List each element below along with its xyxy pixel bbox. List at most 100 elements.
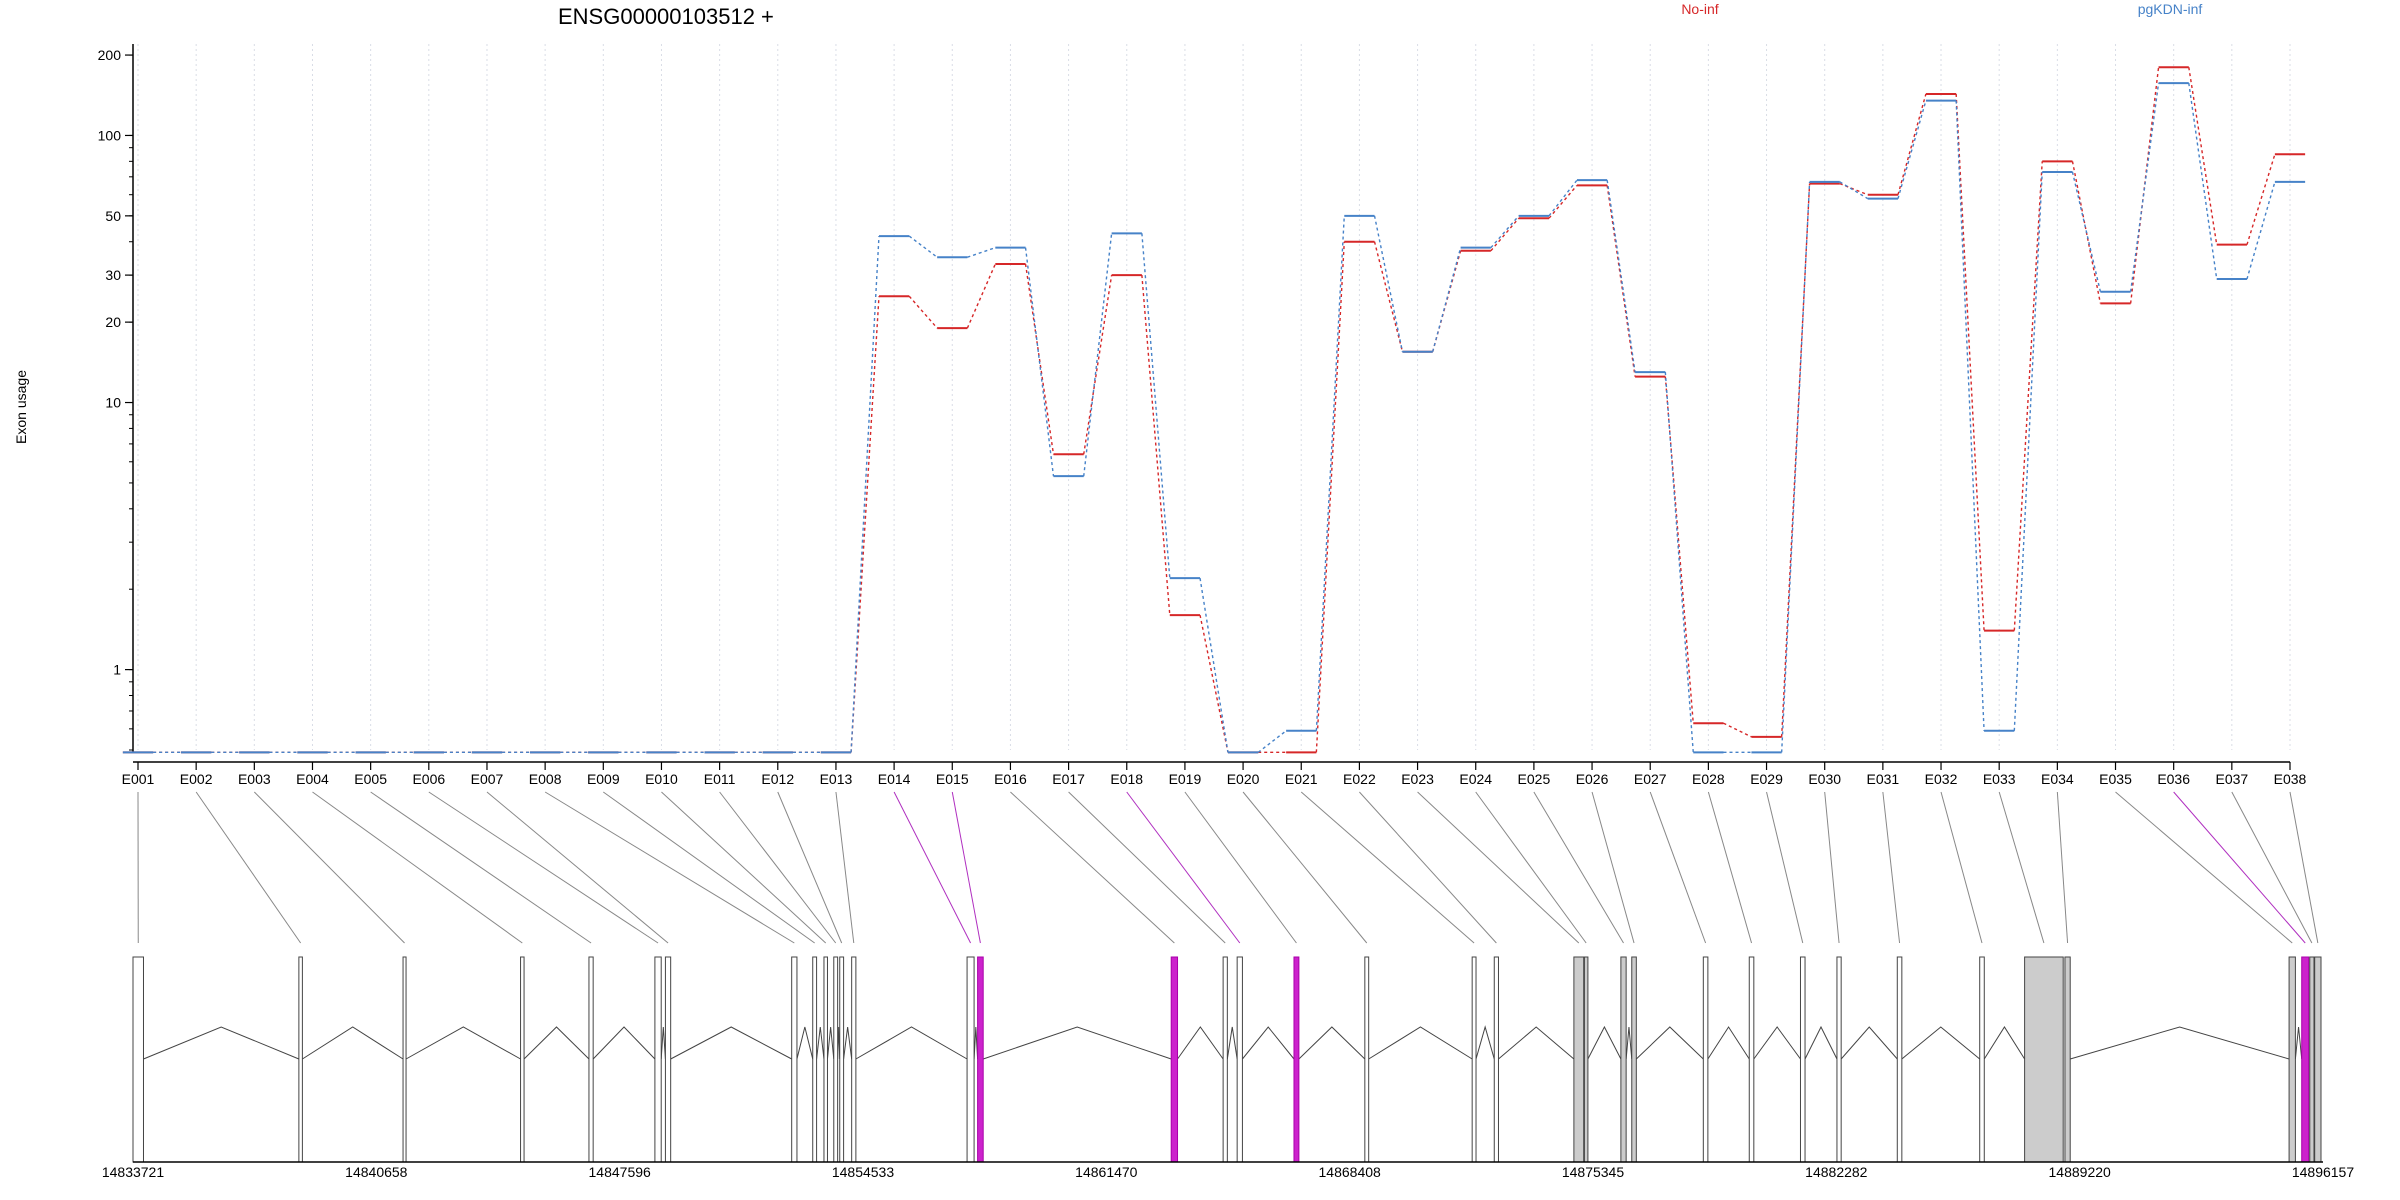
- x-tick-label: E013: [820, 771, 853, 787]
- series-no-inf: [122, 66, 2306, 754]
- intron: [843, 1026, 853, 1060]
- intron: [1804, 1025, 1838, 1060]
- exon-e036: [2301, 956, 2310, 1163]
- x-tick-label: E032: [1925, 771, 1958, 787]
- exon-connector: [777, 791, 843, 944]
- series-pgkdn-inf: [122, 82, 2306, 754]
- exon-e032: [1979, 956, 1985, 1163]
- x-tick-label: E034: [2041, 771, 2074, 787]
- exon-e014: [966, 956, 975, 1163]
- exon-e030: [1836, 956, 1842, 1163]
- intron: [143, 1026, 300, 1060]
- x-tick-label: E019: [1169, 771, 1202, 787]
- intron: [2070, 1026, 2290, 1060]
- y-tick-label: 100: [98, 127, 122, 143]
- intron: [302, 1026, 404, 1060]
- exon-connector: [544, 791, 795, 944]
- exon-connector: [1591, 791, 1635, 944]
- y-tick-label: 20: [105, 314, 121, 330]
- exon-e037: [2309, 956, 2315, 1163]
- intron: [1587, 1025, 1622, 1060]
- y-tick-label: 10: [105, 395, 121, 411]
- exon-connector: [661, 791, 827, 944]
- x-tick-label: E024: [1459, 771, 1492, 787]
- intron: [855, 1026, 968, 1060]
- x-tick-label: E021: [1285, 771, 1318, 787]
- intron: [1635, 1026, 1704, 1060]
- exon-connector: [719, 791, 837, 944]
- genomic-tick-label: 14882282: [1805, 1164, 1868, 1180]
- genomic-tick-label: 14854533: [832, 1164, 895, 1180]
- exon-connector: [1068, 791, 1226, 944]
- intron: [1983, 1026, 2026, 1060]
- legend-pgkdn-inf: pgKDN-inf: [2138, 1, 2203, 17]
- exon-connector: [2231, 791, 2313, 944]
- genomic-tick-label: 14868408: [1319, 1164, 1382, 1180]
- x-tick-label: E038: [2274, 771, 2307, 787]
- exon-e011: [833, 956, 839, 1163]
- y-tick-label: 50: [105, 208, 121, 224]
- exon-connector: [1300, 791, 1475, 944]
- intron: [1475, 1025, 1495, 1060]
- series-connector: [1897, 93, 1927, 195]
- exon-e015: [977, 956, 984, 1163]
- exon-e021: [1471, 956, 1477, 1163]
- intron: [1177, 1026, 1224, 1060]
- series-connector: [850, 236, 880, 753]
- x-tick-label: E030: [1808, 771, 1841, 787]
- exon-e004: [520, 956, 525, 1163]
- x-tick-label: E006: [412, 771, 445, 787]
- series-connector: [1955, 93, 1985, 631]
- series-connector: [1315, 241, 1345, 753]
- intron: [826, 1026, 835, 1060]
- series-connector: [2013, 171, 2043, 731]
- series-connector: [1373, 241, 1404, 352]
- gridlines: [137, 44, 2291, 750]
- genomic-tick-label: 14889220: [2049, 1164, 2112, 1180]
- y-tick-label: 1: [113, 662, 121, 678]
- intron: [796, 1026, 814, 1060]
- x-tick-label: E031: [1867, 771, 1900, 787]
- x-tick-label: E025: [1518, 771, 1551, 787]
- series-connector: [2188, 67, 2218, 245]
- series-connector: [1141, 233, 1171, 579]
- exon-e029: [1799, 956, 1806, 1163]
- series-connector: [2013, 161, 2043, 631]
- gene-model: [132, 956, 2322, 1163]
- exon-e002: [298, 956, 303, 1163]
- exon-connector: [1882, 791, 1901, 944]
- genomic-tick-label: 14896157: [2292, 1164, 2355, 1180]
- exon-e038: [2314, 956, 2322, 1163]
- series-connector: [1548, 179, 1578, 217]
- intron: [1707, 1026, 1750, 1060]
- series-connector: [1606, 180, 1636, 373]
- series-connector: [2246, 154, 2276, 245]
- intron: [660, 1026, 666, 1060]
- exon-e035: [2288, 956, 2296, 1163]
- exon-connector: [1649, 791, 1707, 944]
- exon-connector: [312, 791, 523, 944]
- x-tick-label: E026: [1576, 771, 1609, 787]
- exon-connector: [1359, 791, 1497, 944]
- series-connector: [2246, 181, 2276, 280]
- x-tick-label: E023: [1401, 771, 1434, 787]
- exon-connector: [1940, 791, 1983, 944]
- x-tick-label: E033: [1983, 771, 2016, 787]
- exon-e013: [851, 956, 857, 1163]
- intron: [592, 1026, 656, 1060]
- genomic-tick-label: 14875345: [1562, 1164, 1625, 1180]
- intron: [523, 1026, 590, 1060]
- y-tick-label: 30: [105, 267, 121, 283]
- intron: [670, 1026, 792, 1060]
- intron: [1368, 1026, 1473, 1060]
- x-tick-label: E005: [354, 771, 387, 787]
- exon-connector: [253, 791, 405, 944]
- x-tick-label: E001: [122, 771, 155, 787]
- series-connector: [1083, 274, 1113, 455]
- exon-connector: [428, 791, 659, 944]
- exon-e010: [823, 956, 828, 1163]
- series-connector: [1083, 233, 1113, 477]
- x-tick-label: E010: [645, 771, 678, 787]
- x-tick-label: E020: [1227, 771, 1260, 787]
- exon-connector: [1475, 791, 1587, 944]
